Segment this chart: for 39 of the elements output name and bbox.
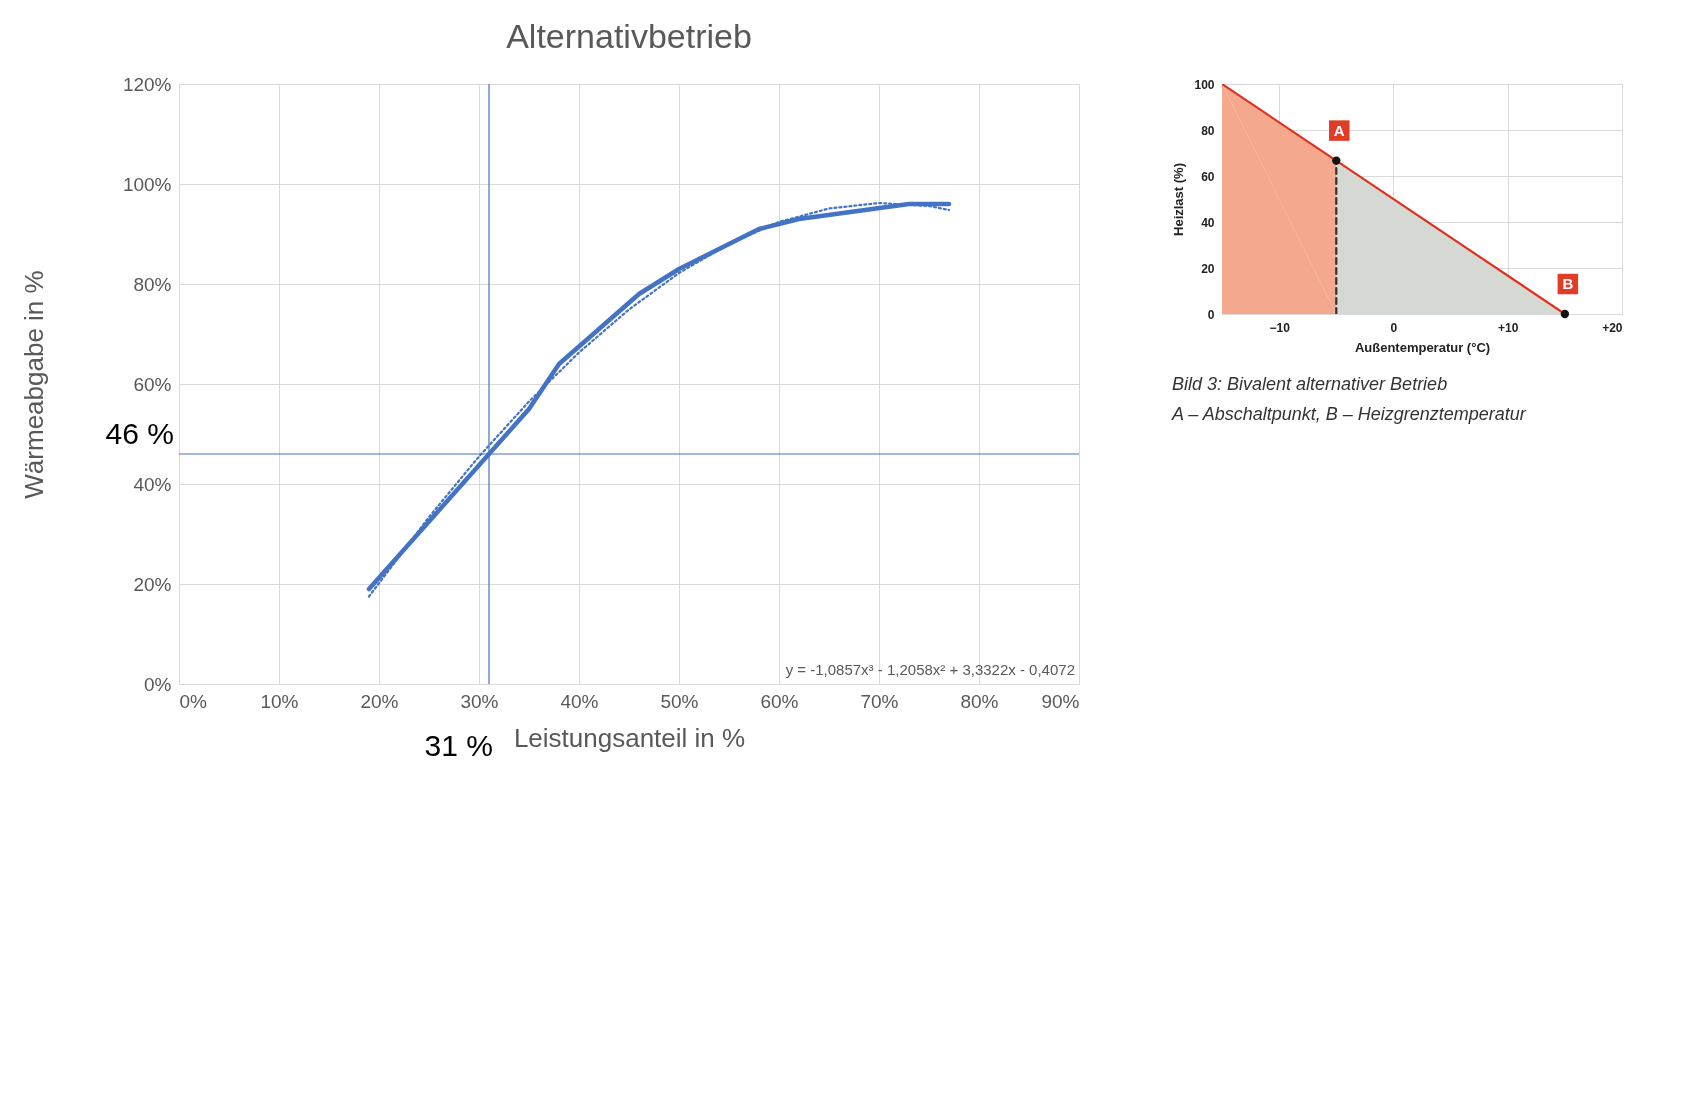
y-tick-label: 100% <box>122 173 172 195</box>
annotation: B <box>1562 275 1574 292</box>
ref-line-label: 31 % <box>424 729 493 762</box>
y-tick-label: 80% <box>133 273 172 295</box>
y-tick-label: 80 <box>1201 123 1215 138</box>
x-tick-label: 40% <box>560 690 599 712</box>
annotation: y = -1,0857x³ - 1,2058x² + 3,3322x - 0,4072 <box>785 661 1075 678</box>
y-tick-label: 40 <box>1201 215 1215 230</box>
y-tick-label: 60 <box>1201 169 1215 184</box>
text: Bild 3: Bivalent alternativer Betrieb <box>1172 374 1448 394</box>
y-tick-label: 60% <box>133 373 172 395</box>
x-tick-label: +10 <box>1498 320 1519 335</box>
x-tick-label: 0% <box>179 690 208 712</box>
x-tick-label: 80% <box>960 690 999 712</box>
x-tick-label: −10 <box>1269 320 1291 335</box>
y-axis-title: Wärmeabgabe in % <box>18 270 49 499</box>
ref-line-label: 46 % <box>105 417 174 450</box>
x-tick-label: 20% <box>360 690 399 712</box>
x-tick-label: 0 <box>1390 320 1398 335</box>
y-tick-label: 0% <box>144 673 172 695</box>
chart-title: Alternativbetrieb <box>506 17 752 55</box>
x-tick-label: 70% <box>860 690 899 712</box>
x-tick-label: 50% <box>660 690 699 712</box>
x-axis-title: Außentemperatur (°C) <box>1354 339 1491 355</box>
y-tick-label: 40% <box>133 473 172 495</box>
y-tick-label: 20 <box>1201 261 1215 276</box>
y-tick-label: 100 <box>1194 77 1215 92</box>
x-tick-label: 60% <box>760 690 799 712</box>
y-tick-label: 0 <box>1207 307 1215 322</box>
x-axis-title: Leistungsanteil in % <box>513 722 746 753</box>
y-tick-label: 120% <box>122 73 172 95</box>
y-axis-title: Heizlast (%) <box>1171 163 1187 236</box>
x-tick-label: 30% <box>460 690 499 712</box>
text: A – Abschaltpunkt, B – Heizgrenztemperatur <box>1171 404 1527 424</box>
y-tick-label: 20% <box>133 573 172 595</box>
annotation: A <box>1333 121 1345 139</box>
x-tick-label: 10% <box>260 690 299 712</box>
x-tick-label: 90% <box>1041 690 1080 712</box>
x-tick-label: +20 <box>1602 320 1623 335</box>
